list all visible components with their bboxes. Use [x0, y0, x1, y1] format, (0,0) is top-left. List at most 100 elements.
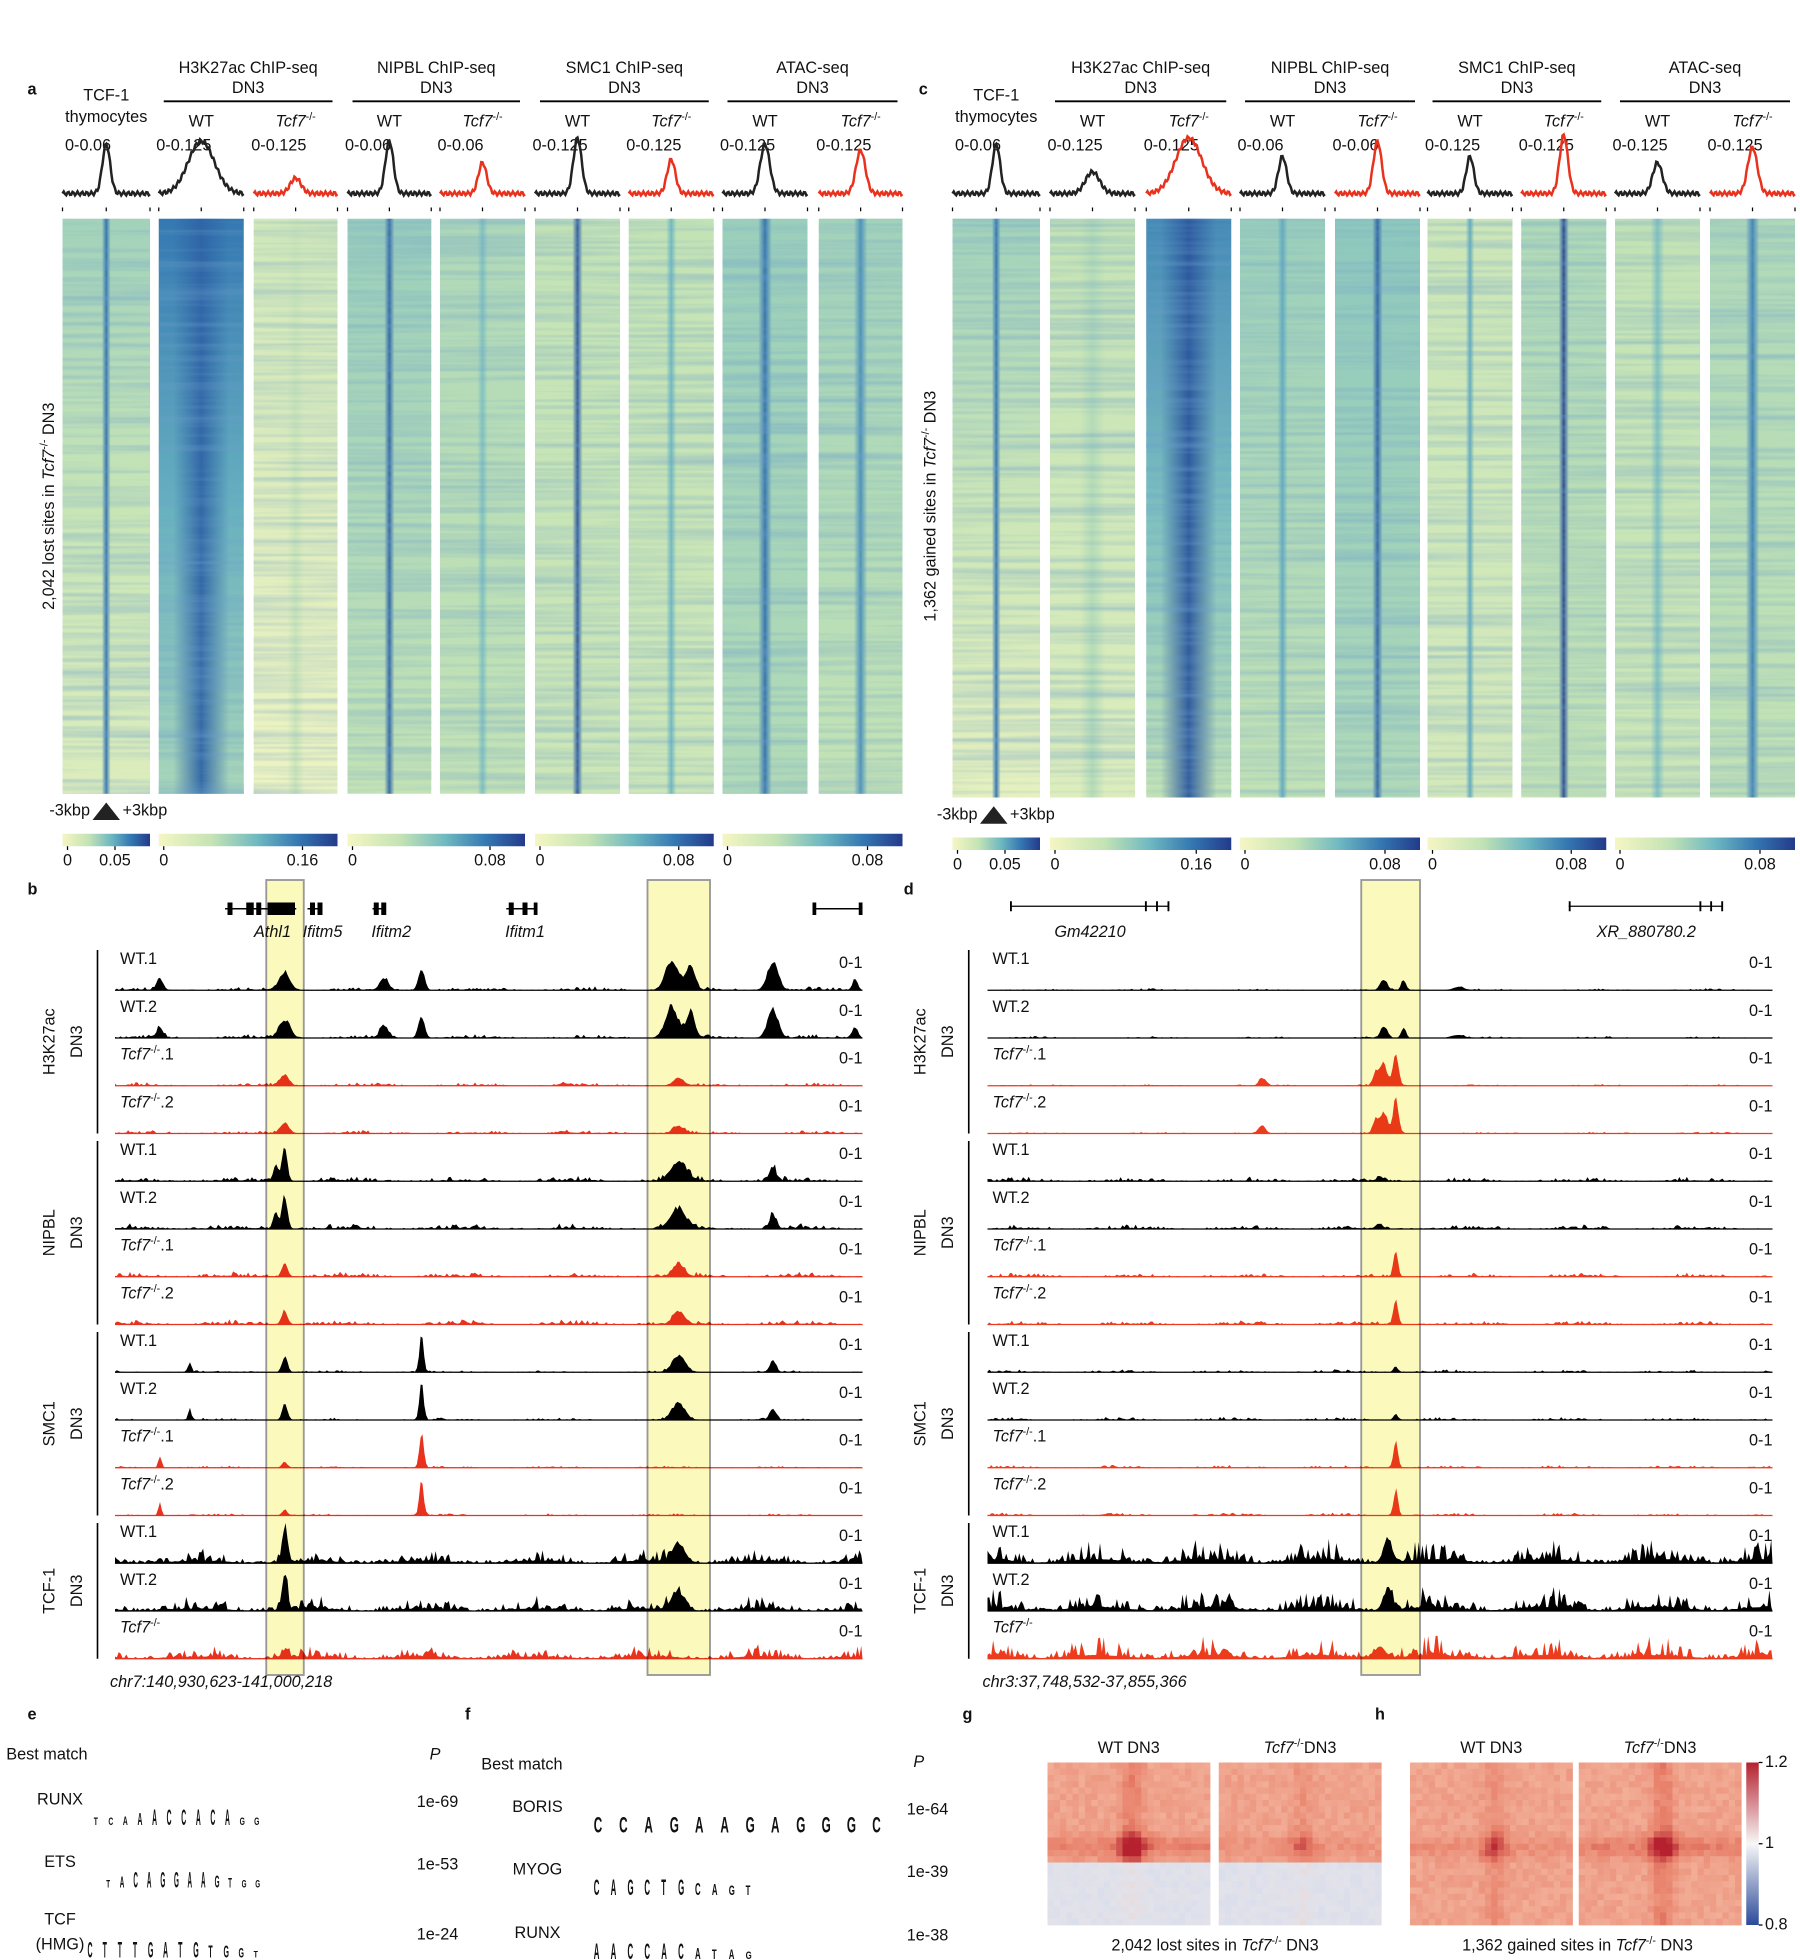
- map-cell: [1122, 1856, 1130, 1863]
- colorbar-label: 0.8: [1765, 1915, 1788, 1933]
- map-cell: [1116, 1843, 1123, 1851]
- map-cell: [1435, 1887, 1442, 1895]
- map-cell: [1066, 1768, 1073, 1776]
- group-label: DN3: [68, 1575, 86, 1608]
- track-label: Tcf7-/-.1: [120, 1235, 174, 1255]
- map-cell: [1343, 1762, 1351, 1770]
- map-cell: [1097, 1793, 1105, 1801]
- map-cell: [1591, 1856, 1598, 1863]
- track-label: Tcf7-/-.2: [993, 1092, 1047, 1112]
- map-cell: [1250, 1881, 1257, 1888]
- track-label: WT.2: [120, 1571, 157, 1589]
- map-cell: [1178, 1887, 1186, 1895]
- map-cell: [1503, 1887, 1511, 1895]
- map-cell: [1243, 1843, 1251, 1851]
- map-cell: [1435, 1918, 1442, 1926]
- map-title: Tcf7-/-DN3: [1624, 1737, 1697, 1757]
- map-cell: [1218, 1793, 1226, 1801]
- map-cell: [1262, 1787, 1270, 1795]
- map-cell: [1416, 1862, 1423, 1870]
- map-cell: [1325, 1762, 1332, 1770]
- map-cell: [1585, 1800, 1592, 1807]
- map-cell: [1325, 1856, 1332, 1863]
- map-cell: [1337, 1862, 1345, 1870]
- map-cell: [1237, 1775, 1245, 1782]
- map-cell: [1250, 1775, 1257, 1782]
- map-cell: [1591, 1768, 1598, 1776]
- profile: [533, 135, 621, 198]
- map-cell: [1147, 1875, 1155, 1882]
- track-range: 0-1: [839, 1050, 863, 1068]
- track-label-part: -/-: [1023, 1092, 1034, 1104]
- map-cell: [1591, 1831, 1598, 1838]
- map-cell: [1653, 1837, 1661, 1845]
- map-cell: [1585, 1775, 1592, 1782]
- map-cell: [1172, 1843, 1180, 1851]
- map-cell: [1275, 1775, 1282, 1782]
- map-cell: [1318, 1850, 1326, 1857]
- map-cell: [1147, 1775, 1155, 1782]
- map-cell: [1362, 1906, 1370, 1913]
- map-cell: [1060, 1912, 1067, 1920]
- map-cell: [1491, 1912, 1498, 1920]
- map-cell: [1053, 1768, 1061, 1776]
- map-cell: [1122, 1912, 1130, 1920]
- map-cell: [1435, 1843, 1442, 1851]
- map-cell: [1628, 1856, 1636, 1863]
- map-cell: [1047, 1906, 1055, 1913]
- map-cell: [1072, 1768, 1080, 1776]
- scale-label: -3kbp: [937, 805, 978, 823]
- map-cell: [1622, 1781, 1630, 1788]
- map-cell: [1356, 1806, 1363, 1813]
- map-cell: [1225, 1850, 1232, 1857]
- map-cell: [1535, 1818, 1542, 1826]
- motif-letter: G: [670, 1812, 679, 1837]
- motif-letter: A: [152, 1805, 157, 1831]
- map-cell: [1097, 1900, 1105, 1907]
- group-label: TCF-1: [40, 1568, 58, 1614]
- map-cell: [1325, 1768, 1332, 1776]
- map-cell: [1085, 1781, 1092, 1788]
- exon: [317, 902, 323, 915]
- map-cell: [1416, 1900, 1423, 1907]
- map-cell: [1485, 1887, 1492, 1895]
- motif-letter: A: [120, 1873, 125, 1891]
- map-cell: [1710, 1843, 1717, 1851]
- map-cell: [1541, 1862, 1548, 1870]
- map-cell: [1191, 1893, 1198, 1901]
- map-cell: [1091, 1881, 1098, 1888]
- map-cell: [1435, 1768, 1442, 1776]
- map-cell: [1160, 1862, 1167, 1870]
- motif-letter: C: [872, 1812, 881, 1837]
- track-label-part: Tcf7: [993, 1046, 1024, 1064]
- map-cell: [1641, 1818, 1648, 1826]
- map-cell: [1178, 1837, 1186, 1845]
- map-cell: [1268, 1831, 1276, 1838]
- map-cell: [1191, 1768, 1198, 1776]
- map-cell: [1078, 1781, 1086, 1788]
- map-cell: [1078, 1818, 1086, 1826]
- map-cell: [1185, 1825, 1192, 1832]
- map-cell: [1466, 1762, 1473, 1770]
- map-cell: [1735, 1881, 1742, 1888]
- map-cell: [1066, 1843, 1073, 1851]
- sample-label-part: -/-: [1199, 111, 1210, 123]
- map-cell: [1653, 1868, 1661, 1876]
- map-cell: [1325, 1787, 1332, 1795]
- p-header: P: [913, 1753, 924, 1771]
- map-cell: [1441, 1881, 1448, 1888]
- map-cell: [1485, 1768, 1492, 1776]
- map-cell: [1528, 1900, 1536, 1907]
- map-cell: [1053, 1881, 1061, 1888]
- sample-label-part: WT: [1080, 113, 1105, 131]
- map-cell: [1647, 1893, 1655, 1901]
- map-cell: [1306, 1787, 1313, 1795]
- map-cell: [1325, 1893, 1332, 1901]
- map-cell: [1616, 1787, 1623, 1795]
- map-cell: [1268, 1887, 1276, 1895]
- map-cell: [1197, 1887, 1205, 1895]
- map-cell: [1122, 1768, 1130, 1776]
- map-cell: [1166, 1912, 1173, 1920]
- map-cell: [1585, 1843, 1592, 1851]
- group-label: DN3: [68, 1216, 86, 1249]
